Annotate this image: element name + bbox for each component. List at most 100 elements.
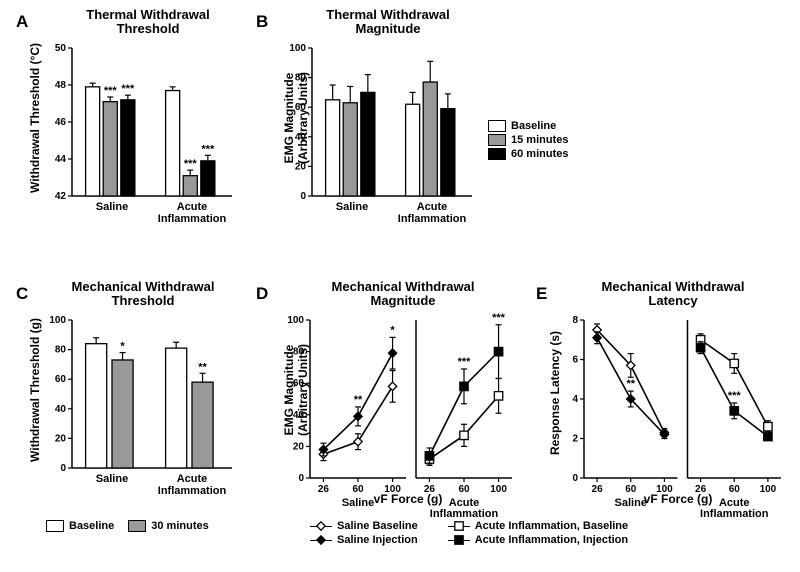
panel-title-c: Mechanical Withdrawal Threshold xyxy=(48,280,238,309)
panel-e: E Mechanical Withdrawal Latency Response… xyxy=(538,280,788,510)
svg-text:*: * xyxy=(390,324,395,336)
svg-text:Inflammation: Inflammation xyxy=(430,508,499,520)
svg-text:Inflammation: Inflammation xyxy=(158,485,227,497)
panel-a: A Thermal Withdrawal Threshold Withdrawa… xyxy=(18,8,238,238)
legend-label: Acute Inflammation, Injection xyxy=(475,534,628,546)
panel-title-b-text: Thermal Withdrawal Magnitude xyxy=(326,7,449,36)
panel-d-xlabel-text: vF Force (g) xyxy=(374,492,443,506)
panel-title-d: Mechanical Withdrawal Magnitude xyxy=(298,280,508,309)
legend-item: Acute Inflammation, Injection xyxy=(448,534,628,546)
panel-letter-b: B xyxy=(256,12,268,32)
svg-text:***: *** xyxy=(458,356,472,368)
svg-text:6: 6 xyxy=(572,355,578,366)
panel-c-chart: 020406080100*Saline**AcuteInflammation xyxy=(46,312,236,512)
legend-item: 60 minutes xyxy=(488,148,568,160)
legend-item: 30 minutes xyxy=(128,520,208,532)
legend-label: Saline Injection xyxy=(337,534,418,546)
legend-swatch xyxy=(46,520,64,532)
svg-text:0: 0 xyxy=(300,191,306,202)
legend-label: Baseline xyxy=(511,120,556,132)
figure: { "colors": { "bg": "#ffffff", "ink": "#… xyxy=(0,0,800,572)
legend-line-marker xyxy=(448,535,470,545)
panel-e-xlabel: vF Force (g) xyxy=(588,492,768,506)
svg-text:***: *** xyxy=(184,158,198,170)
svg-text:Acute: Acute xyxy=(417,201,448,213)
legend-label: Baseline xyxy=(69,520,114,532)
svg-text:42: 42 xyxy=(55,191,67,202)
legend-label: Saline Baseline xyxy=(337,520,418,532)
svg-text:2: 2 xyxy=(572,434,578,445)
svg-text:0: 0 xyxy=(298,473,304,484)
panel-a-chart: 4244464850******Saline******AcuteInflamm… xyxy=(46,40,236,240)
legend-item: 15 minutes xyxy=(488,134,568,146)
legend-ab: Baseline 15 minutes 60 minutes xyxy=(488,120,568,162)
legend-line-marker xyxy=(310,521,332,531)
legend-item: Acute Inflammation, Baseline xyxy=(448,520,628,532)
svg-text:100: 100 xyxy=(49,315,66,326)
panel-title-c-text: Mechanical Withdrawal Threshold xyxy=(72,279,215,308)
svg-text:46: 46 xyxy=(55,117,67,128)
svg-text:80: 80 xyxy=(293,347,305,358)
svg-text:***: *** xyxy=(728,390,742,402)
svg-text:40: 40 xyxy=(55,404,67,415)
svg-text:20: 20 xyxy=(293,441,305,452)
svg-text:8: 8 xyxy=(572,315,578,326)
svg-text:80: 80 xyxy=(55,345,67,356)
svg-text:44: 44 xyxy=(55,154,67,165)
panel-title-d-text: Mechanical Withdrawal Magnitude xyxy=(332,279,475,308)
panel-letter-a: A xyxy=(16,12,28,32)
svg-text:80: 80 xyxy=(295,73,307,84)
panel-letter-d: D xyxy=(256,284,268,304)
panel-e-xlabel-text: vF Force (g) xyxy=(644,492,713,506)
svg-text:Saline: Saline xyxy=(336,201,368,213)
panel-b-chart: 020406080100SalineAcuteInflammation xyxy=(286,40,476,240)
svg-text:Inflammation: Inflammation xyxy=(700,508,769,520)
panel-c-ylabel: Withdrawal Threshold (g) xyxy=(28,310,42,470)
panel-a-ylabel: Withdrawal Threshold (°C) xyxy=(28,38,42,198)
legend-item: Saline Baseline xyxy=(310,520,418,532)
svg-text:***: *** xyxy=(201,143,215,155)
panel-c: C Mechanical Withdrawal Threshold Withdr… xyxy=(18,280,238,510)
legend-swatch xyxy=(488,120,506,132)
svg-text:Saline: Saline xyxy=(96,201,128,213)
panel-letter-c: C xyxy=(16,284,28,304)
svg-text:20: 20 xyxy=(55,433,67,444)
svg-text:60: 60 xyxy=(55,374,67,385)
svg-text:Inflammation: Inflammation xyxy=(398,213,467,225)
legend-label: 15 minutes xyxy=(511,134,568,146)
legend-swatch xyxy=(488,148,506,160)
svg-text:Saline: Saline xyxy=(96,473,128,485)
panel-title-b: Thermal Withdrawal Magnitude xyxy=(298,8,478,37)
svg-text:60: 60 xyxy=(295,102,307,113)
panel-a-ylabel-text: Withdrawal Threshold (°C) xyxy=(28,43,42,193)
svg-text:***: *** xyxy=(121,83,135,95)
panel-title-e-text: Mechanical Withdrawal Latency xyxy=(602,279,745,308)
legend-line-marker xyxy=(310,535,332,545)
panel-title-a-text: Thermal Withdrawal Threshold xyxy=(86,7,209,36)
panel-title-a: Thermal Withdrawal Threshold xyxy=(58,8,238,37)
panel-d: D Mechanical Withdrawal Magnitude EMG Ma… xyxy=(258,280,518,510)
legend-item: Saline Injection xyxy=(310,534,418,546)
panel-c-ylabel-text: Withdrawal Threshold (g) xyxy=(28,318,42,462)
legend-item: Baseline xyxy=(46,520,114,532)
panel-d-chart: 0204060801002660100Saline***2660100Acute… xyxy=(286,312,516,522)
svg-text:40: 40 xyxy=(293,410,305,421)
svg-text:100: 100 xyxy=(287,315,304,326)
panel-title-e: Mechanical Withdrawal Latency xyxy=(568,280,778,309)
panel-b: B Thermal Withdrawal Magnitude EMG Magni… xyxy=(258,8,478,238)
legend-swatch xyxy=(488,134,506,146)
svg-text:0: 0 xyxy=(60,463,66,474)
legend-label: Acute Inflammation, Baseline xyxy=(475,520,628,532)
svg-text:**: ** xyxy=(626,378,635,390)
svg-text:**: ** xyxy=(354,394,363,406)
svg-text:50: 50 xyxy=(55,43,67,54)
svg-text:48: 48 xyxy=(55,80,67,91)
legend-label: 30 minutes xyxy=(151,520,208,532)
svg-text:40: 40 xyxy=(295,132,307,143)
svg-text:***: *** xyxy=(492,312,506,324)
svg-text:4: 4 xyxy=(572,394,578,405)
legend-label: 60 minutes xyxy=(511,148,568,160)
svg-text:100: 100 xyxy=(289,43,306,54)
svg-text:Acute: Acute xyxy=(177,201,208,213)
legend-c: Baseline 30 minutes xyxy=(46,520,209,534)
